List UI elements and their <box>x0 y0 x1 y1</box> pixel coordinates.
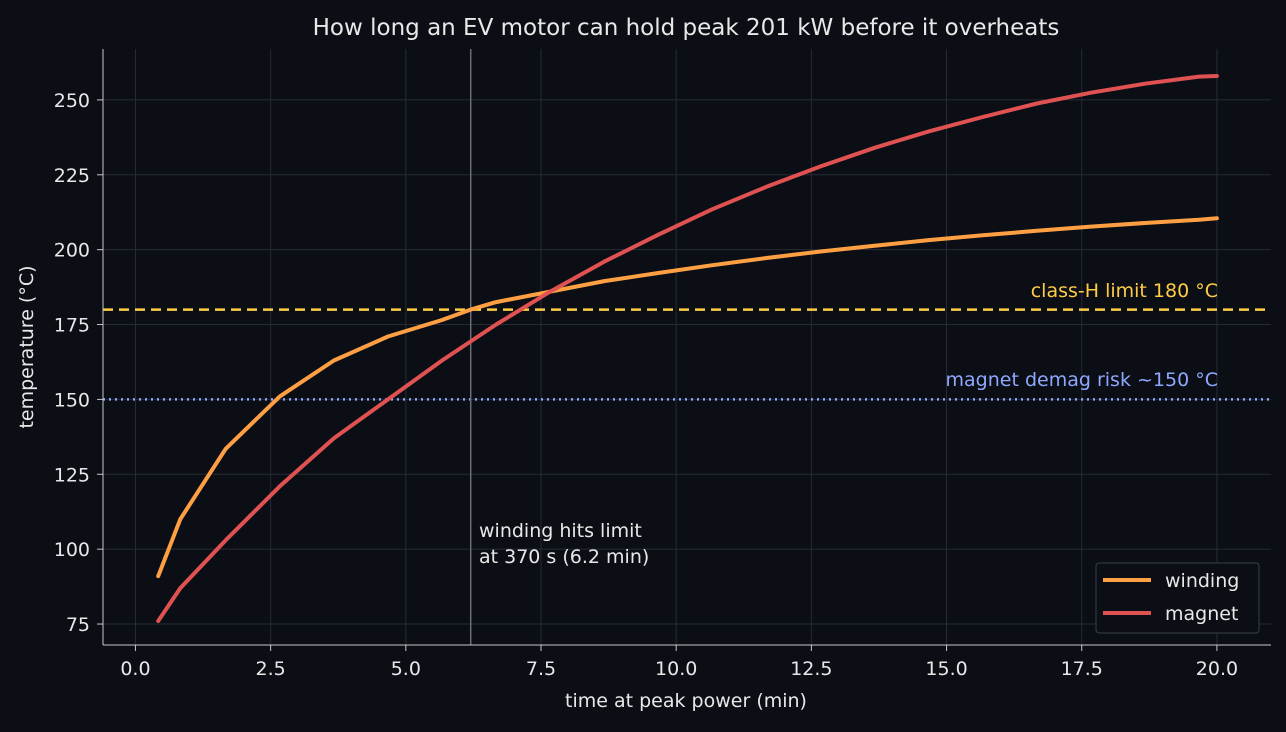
x-tick-label: 12.5 <box>790 658 832 680</box>
y-tick-label: 150 <box>54 389 90 411</box>
x-tick-label: 20.0 <box>1196 658 1238 680</box>
legend: winding magnet <box>1095 562 1260 634</box>
series-line-winding <box>156 216 1219 579</box>
x-axis-label: time at peak power (min) <box>565 690 807 712</box>
series-lines <box>156 74 1219 623</box>
y-tick-label: 225 <box>54 165 90 187</box>
y-axis-label: temperature (°C) <box>16 265 38 428</box>
y-tick-label: 200 <box>54 240 90 262</box>
ref-label-magnet-demag: magnet demag risk ~150 °C <box>946 369 1218 391</box>
x-tick-label: 0.0 <box>120 658 150 680</box>
y-tick-label: 75 <box>66 614 90 636</box>
y-tick-label: 250 <box>54 90 90 112</box>
axes <box>102 49 1271 646</box>
annotation-line-2: at 370 s (6.2 min) <box>479 546 649 568</box>
x-tick-label: 10.0 <box>655 658 697 680</box>
legend-label-winding: winding <box>1165 570 1239 592</box>
ticks: 0.0 2.5 5.0 7.5 10.0 12.5 15.0 17.5 20.0 75 100 125… <box>54 90 1238 680</box>
y-tick-label: 175 <box>54 315 90 337</box>
x-tick-label: 17.5 <box>1061 658 1103 680</box>
y-tick-label: 125 <box>54 464 90 486</box>
x-tick-label: 7.5 <box>526 658 556 680</box>
reference-lines <box>103 49 1271 645</box>
x-tick-label: 15.0 <box>925 658 967 680</box>
annotation-line-1: winding hits limit <box>479 520 642 542</box>
x-tick-label: 2.5 <box>256 658 286 680</box>
y-tick-label: 100 <box>54 539 90 561</box>
x-tick-label: 5.0 <box>391 658 421 680</box>
chart-title: How long an EV motor can hold peak 201 k… <box>313 15 1060 41</box>
ref-label-class-h: class-H limit 180 °C <box>1031 280 1218 302</box>
legend-label-magnet: magnet <box>1165 603 1238 625</box>
series-line-magnet <box>156 74 1219 623</box>
